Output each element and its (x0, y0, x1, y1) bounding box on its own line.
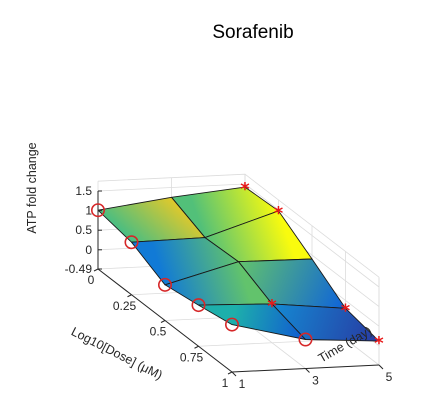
x-tick-mark (127, 294, 132, 298)
z-tick-label: 1 (85, 204, 92, 218)
z-tick-label: 1.5 (75, 184, 92, 198)
circle-marker (91, 203, 106, 218)
star-marker: * (274, 203, 284, 224)
z-tick-label: 0 (85, 243, 92, 257)
surface (97, 186, 380, 342)
z-tick-label: 0.5 (75, 223, 92, 237)
grid-line (97, 173, 380, 278)
x-tick-label: 0.5 (150, 325, 167, 339)
x-tick-mark (194, 345, 199, 349)
y-tick-label: 1 (239, 377, 246, 391)
circle-marker (158, 277, 173, 292)
x-tick-label: 1 (222, 376, 229, 390)
circle-marker (298, 332, 313, 347)
x-tick-mark (93, 268, 99, 272)
star-marker: * (341, 300, 351, 321)
x-tick-mark (160, 320, 166, 323)
y-tick-label: 3 (312, 374, 319, 388)
chart-title: Sorafenib (212, 22, 293, 43)
x-tick-label: 0.75 (180, 350, 204, 364)
markers: * * * * * (91, 179, 384, 354)
z-tick-label: -0.49 (65, 262, 93, 276)
star-marker: * (267, 296, 277, 317)
x-tick-label: 0.25 (113, 299, 137, 313)
y-tick-mark (305, 368, 310, 373)
circle-marker (124, 235, 139, 250)
circle-marker (225, 317, 240, 332)
surface-patch (198, 303, 306, 340)
star-marker: * (240, 179, 250, 200)
z-axis-label: ATP fold change (25, 142, 39, 233)
y-tick-label: 5 (386, 370, 393, 384)
y-tick-mark (231, 371, 237, 377)
circle-marker (191, 298, 206, 313)
x-tick-mark (227, 371, 233, 375)
star-marker: * (374, 333, 384, 354)
x-tick-label: 0 (88, 273, 95, 287)
y-tick-mark (378, 364, 384, 370)
